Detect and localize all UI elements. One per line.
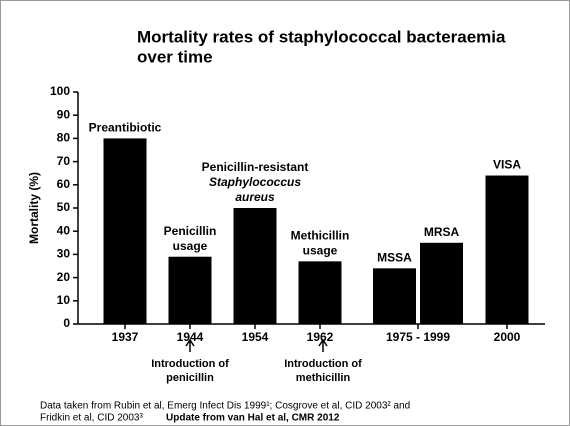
bar-label: Staphylococcus [209, 175, 301, 189]
x-tick-label: 1937 [112, 330, 139, 344]
bar [420, 242, 463, 324]
x-tick-label: 1975 - 1999 [386, 330, 450, 344]
arrow [185, 338, 195, 352]
y-tick-label: 20 [57, 270, 71, 284]
y-tick-label: 30 [57, 247, 71, 261]
y-tick-label: 60 [57, 177, 71, 191]
y-tick-label: 10 [57, 293, 71, 307]
bar-label: aureus [235, 190, 275, 204]
chart-title: Mortality rates of staphylococcal bacter… [137, 27, 506, 46]
source-note: Fridkin et al, CID 2003³ [40, 413, 143, 424]
annotation: Introduction of [284, 358, 362, 370]
x-tick-label: 1944 [177, 330, 204, 344]
y-tick-label: 90 [57, 107, 71, 121]
y-tick-label: 40 [57, 223, 71, 237]
y-tick-label: 80 [57, 131, 71, 145]
annotation: penicillin [166, 372, 214, 384]
bar-label: Penicillin [164, 224, 217, 238]
y-tick-label: 0 [63, 316, 70, 330]
bar-label: MRSA [424, 225, 460, 239]
bar-label: MSSA [377, 250, 412, 264]
bar-label: Penicillin-resistant [202, 160, 309, 174]
x-tick-label: 1962 [307, 330, 334, 344]
bar-label: VISA [493, 158, 521, 172]
bar [103, 138, 147, 324]
bar [298, 261, 342, 324]
bar [373, 268, 416, 324]
x-tick-label: 2000 [494, 330, 521, 344]
bar-label: Methicillin [291, 229, 350, 243]
chart-title: over time [137, 47, 213, 66]
x-tick-label: 1954 [242, 330, 269, 344]
y-axis-label: Mortality (%) [27, 172, 41, 244]
source-note: Data taken from Rubin et al, Emerg Infec… [40, 401, 410, 412]
y-tick-label: 50 [57, 200, 71, 214]
y-tick-label: 100 [50, 84, 70, 98]
bar-label: usage [173, 239, 208, 253]
y-tick-label: 70 [57, 154, 71, 168]
update-note: Update from van Hal et al, CMR 2012 [166, 413, 340, 424]
annotation: Introduction of [151, 358, 229, 370]
bar [233, 208, 277, 324]
bar-label: usage [303, 244, 338, 258]
arrow [318, 338, 328, 352]
annotation: methicillin [296, 372, 351, 384]
bar [168, 256, 212, 324]
bar [485, 175, 529, 324]
bar-label: Preantibiotic [89, 121, 162, 135]
